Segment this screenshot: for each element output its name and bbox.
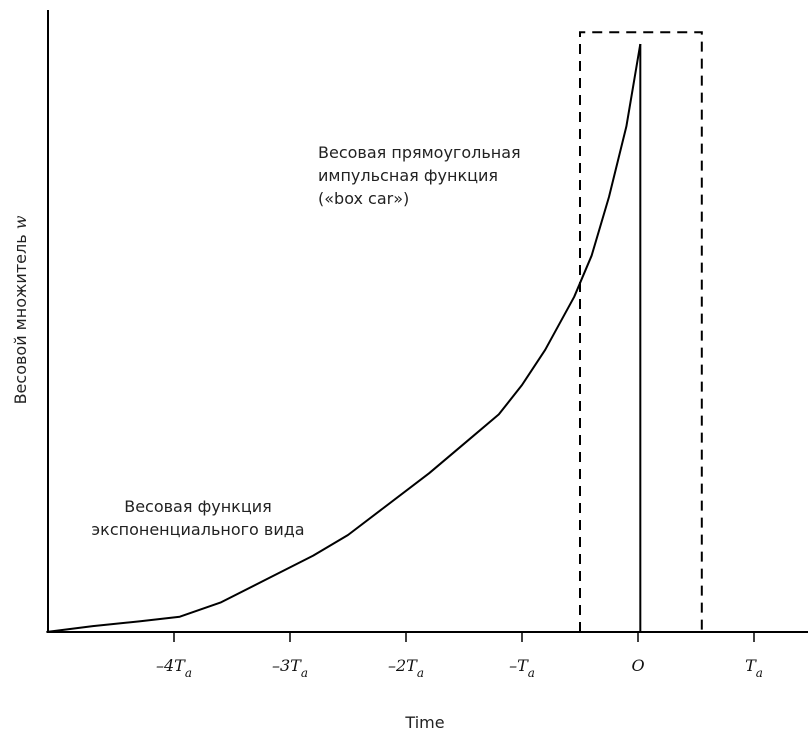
x-tick-label: –Ta: [509, 656, 535, 680]
exponential-annotation: Весовая функция экспоненциального вида: [91, 497, 304, 539]
x-tick-label: –4Ta: [156, 656, 192, 680]
x-tick-label: Ta: [745, 656, 763, 680]
y-axis-label-symbol: w: [11, 215, 30, 229]
box-car-annotation: Весовая прямоугольная импульсная функция(…: [318, 143, 521, 208]
annotations: Весовая прямоугольная импульсная функция(…: [91, 143, 520, 539]
plot-marks: [46, 31, 703, 633]
y-axis-label-text: Весовой множитель: [11, 234, 30, 404]
x-ticks: –4Ta –3Ta –2Ta –Ta O Ta: [156, 632, 763, 680]
axes: [47, 10, 808, 633]
box-car-weighting-window: [579, 31, 703, 632]
x-axis-label: Time: [404, 713, 444, 732]
x-tick-label: –2Ta: [388, 656, 424, 680]
x-tick-label: O: [631, 656, 644, 675]
x-tick-label: –3Ta: [272, 656, 308, 680]
y-axis-label: Весовой множитель w: [11, 215, 30, 404]
exponential-weighting-curve: [46, 43, 642, 633]
